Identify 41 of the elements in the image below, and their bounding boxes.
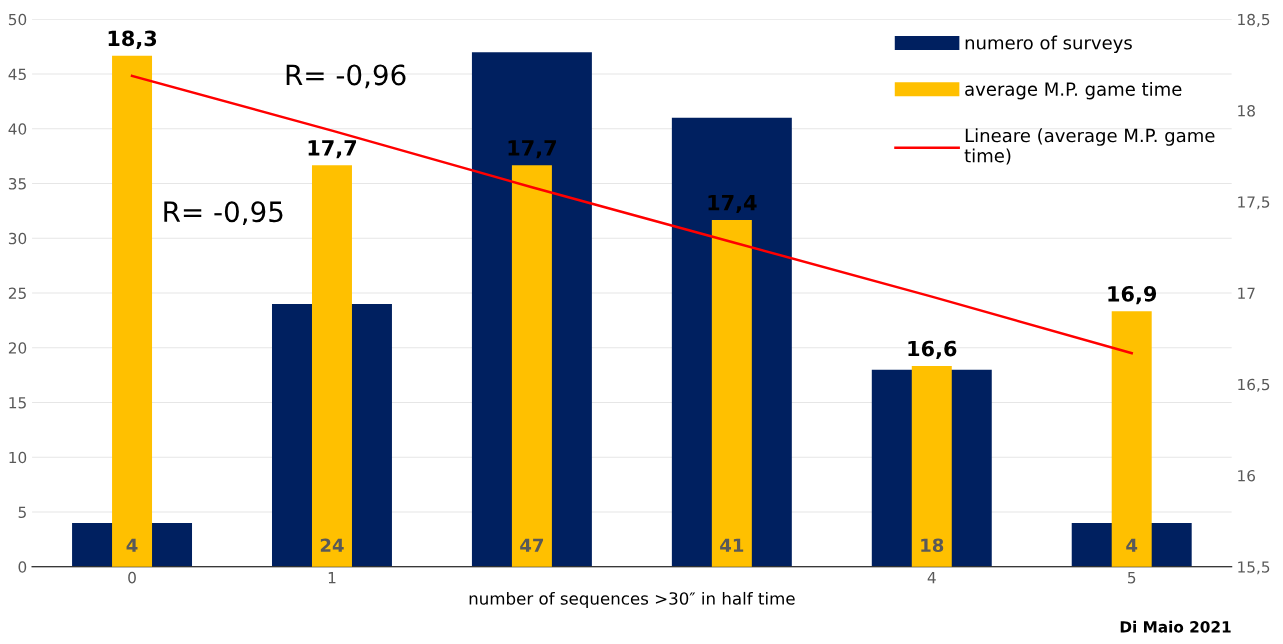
annotation: R= -0,96 <box>286 64 406 89</box>
y-tick-label: 40 <box>8 123 27 135</box>
y-tick-label: 10 <box>9 451 27 464</box>
y2-tick-label: 18,5 <box>1238 13 1270 27</box>
y-tick-label: 0 <box>18 561 27 573</box>
data-label: 18,3 <box>108 30 157 49</box>
data-label: 17,7 <box>308 140 357 159</box>
y-tick-label: 20 <box>8 342 27 354</box>
legend-label: Lineare (average M.P. game time) <box>964 128 1215 165</box>
y-tick-label: 50 <box>8 13 27 26</box>
data-label: 4 <box>1126 538 1138 552</box>
y-tick-label: 30 <box>8 232 27 245</box>
legend-label: numero of surveys <box>965 35 1132 54</box>
data-label: 17,4 <box>708 194 757 214</box>
x-tick-label: 5 <box>1128 572 1136 584</box>
y2-tick-label: 17 <box>1238 287 1255 299</box>
data-label: 47 <box>520 538 544 552</box>
y2-tick-label: 16 <box>1238 469 1256 482</box>
y2-tick-label: 18 <box>1238 105 1255 117</box>
data-label: 16,9 <box>1108 285 1157 305</box>
x-axis-title: number of sequences >30″ in half time <box>469 591 795 609</box>
data-label: 18 <box>921 538 944 553</box>
annotation: R= -0,95 <box>164 201 283 226</box>
y2-tick-label: 15,5 <box>1238 561 1270 575</box>
data-label: 41 <box>720 538 744 552</box>
x-tick-label: 0 <box>128 571 136 584</box>
y-tick-label: 35 <box>8 178 26 190</box>
y-tick-label: 15 <box>9 397 26 409</box>
y-tick-label: 25 <box>8 287 26 300</box>
data-label: 16,6 <box>908 340 957 360</box>
text: Di Maio 2021 <box>1120 620 1231 633</box>
x-tick-label: 1 <box>328 572 336 584</box>
data-label: 24 <box>320 538 344 552</box>
x-tick-label: 4 <box>927 572 936 584</box>
data-label: 17,7 <box>508 140 556 159</box>
y2-tick-label: 16,5 <box>1238 378 1270 392</box>
y-tick-label: 45 <box>8 68 26 81</box>
y-tick-label: 5 <box>18 506 26 518</box>
y2-tick-label: 17,5 <box>1238 196 1270 210</box>
data-label: 4 <box>126 538 138 552</box>
legend-label: average M.P. game time <box>965 81 1182 100</box>
